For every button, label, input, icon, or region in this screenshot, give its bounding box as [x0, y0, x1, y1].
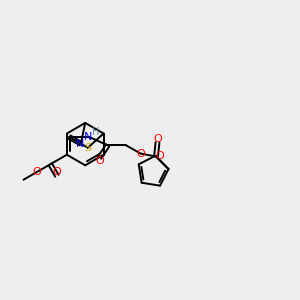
Text: N: N — [76, 139, 84, 148]
Text: O: O — [32, 167, 40, 177]
Text: O: O — [136, 148, 145, 159]
Text: H: H — [92, 127, 100, 137]
Text: O: O — [153, 134, 162, 144]
Text: O: O — [52, 167, 61, 177]
Text: O: O — [95, 156, 104, 166]
Text: O: O — [155, 151, 164, 161]
Text: S: S — [84, 143, 92, 153]
Text: N: N — [84, 132, 92, 142]
